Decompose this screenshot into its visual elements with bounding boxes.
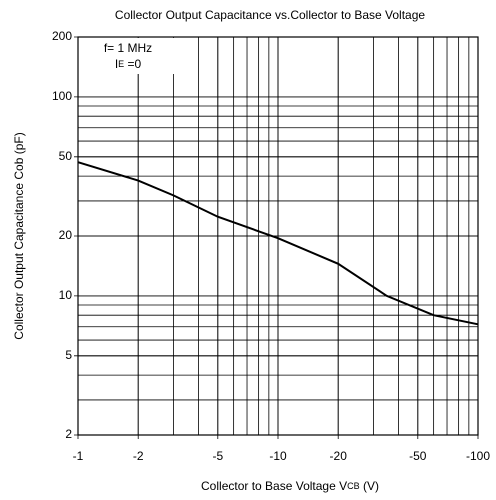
x-axis-label-rest: (V) xyxy=(360,479,379,493)
plot-frame xyxy=(77,36,479,436)
x-tick-label: -10 xyxy=(269,449,287,463)
y-tick-label: 50 xyxy=(59,149,73,163)
y-axis-label: Collector Output Capacitance Cob (pF) xyxy=(12,132,26,339)
y-tick-label: 100 xyxy=(52,89,72,103)
x-axis-label-sub: CB xyxy=(347,481,360,491)
annotation-sub: E xyxy=(118,59,124,69)
y-tick-label: 20 xyxy=(59,228,73,242)
x-tick-label: -1 xyxy=(73,449,84,463)
y-tick-label: 10 xyxy=(59,288,73,302)
y-tick-label: 5 xyxy=(65,348,72,362)
x-axis-label: Collector to Base Voltage VCB (V) xyxy=(201,479,379,493)
annotation-main: I xyxy=(115,57,118,71)
x-tick-label: -2 xyxy=(133,449,144,463)
y-tick-label: 200 xyxy=(52,29,72,43)
x-tick-label: -5 xyxy=(212,449,223,463)
x-axis-label-main: Collector to Base Voltage V xyxy=(201,479,347,493)
chart-title: Collector Output Capacitance vs.Collecto… xyxy=(115,8,425,22)
annotation: IE =0 xyxy=(115,57,142,71)
annotation-rest: =0 xyxy=(124,57,141,71)
x-tick-label: -20 xyxy=(330,449,348,463)
y-tick-label: 2 xyxy=(65,427,72,441)
annotation: f= 1 MHz xyxy=(104,41,152,55)
annotation-box xyxy=(79,38,177,74)
x-tick-label: -50 xyxy=(409,449,427,463)
data-line xyxy=(77,161,479,326)
x-tick-label: -100 xyxy=(466,449,490,463)
annotation-main: f= 1 MHz xyxy=(104,41,152,55)
